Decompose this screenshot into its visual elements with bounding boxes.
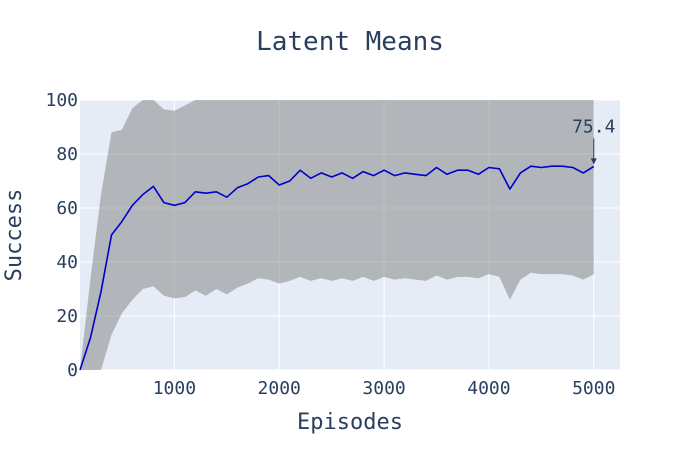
y-tick-label: 80 xyxy=(56,144,78,165)
chart-title: Latent Means xyxy=(256,27,444,57)
y-tick-label: 60 xyxy=(56,198,78,219)
confidence-band-layer xyxy=(80,100,594,370)
confidence-band xyxy=(80,100,594,370)
annotation-layer: 75.4 xyxy=(572,116,615,165)
x-tick-label: 3000 xyxy=(362,378,405,399)
series-line-layer xyxy=(79,165,595,371)
x-tick-label: 4000 xyxy=(467,378,510,399)
x-tick-label: 1000 xyxy=(153,378,196,399)
x-axis-title: Episodes xyxy=(297,410,403,435)
y-tick-label: 0 xyxy=(67,360,78,381)
y-tick-label: 20 xyxy=(56,306,78,327)
y-tick-label: 100 xyxy=(45,90,78,111)
x-tick-label: 5000 xyxy=(572,378,615,399)
tick-labels: 1000 2000 3000 4000 5000 0 20 40 60 80 100 xyxy=(45,90,615,399)
x-tick-label: 2000 xyxy=(258,378,301,399)
annotation-label: 75.4 xyxy=(572,116,615,137)
y-tick-label: 40 xyxy=(56,252,78,273)
annotation-arrowhead xyxy=(590,158,597,165)
y-axis-title: Success xyxy=(2,189,27,282)
success-line xyxy=(79,165,595,371)
